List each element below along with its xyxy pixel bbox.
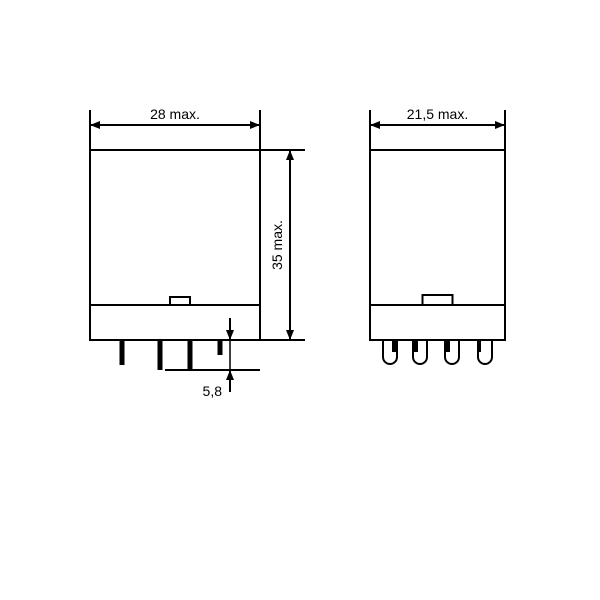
dim-height-label: 35 max. xyxy=(269,220,285,270)
front-view: 28 max. 35 max. 5,8 xyxy=(90,106,305,399)
technical-drawing: 28 max. 35 max. 5,8 21,5 max. xyxy=(0,0,600,600)
dim-width-label: 28 max. xyxy=(150,106,200,122)
dim-pin-label: 5,8 xyxy=(203,383,223,399)
dim-depth-label: 21,5 max. xyxy=(407,106,468,122)
side-view: 21,5 max. xyxy=(370,106,505,364)
